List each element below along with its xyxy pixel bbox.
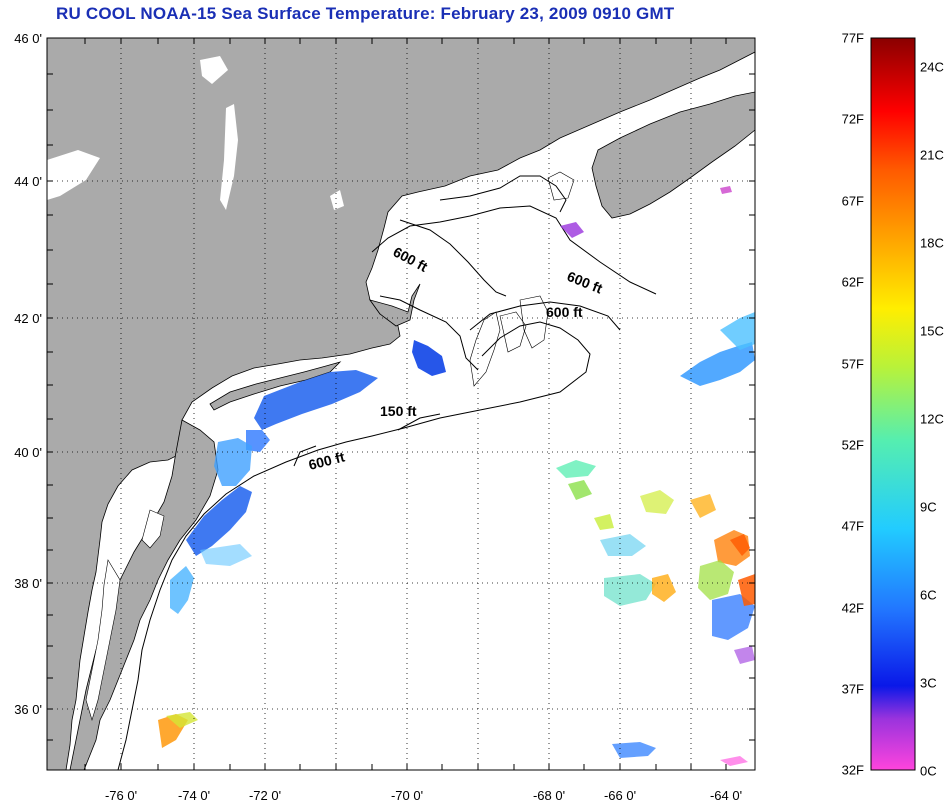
colorbar-fahrenheit-label: 37F <box>841 681 864 697</box>
lake-ontario <box>47 150 100 200</box>
colorbar-fahrenheit-label: 42F <box>841 600 864 616</box>
longitude-label: -64 0' <box>709 788 743 803</box>
chesapeake-bay <box>85 559 121 722</box>
colorbar-celsius-label: 15C <box>920 323 944 339</box>
colorbar-celsius-label: 0C <box>920 763 937 779</box>
lake-champlain <box>220 104 238 210</box>
contour-label: 600 ft <box>546 304 583 320</box>
colorbar-celsius-label: 18C <box>920 235 944 251</box>
map-frame <box>46 37 756 771</box>
colorbar-celsius-label: 12C <box>920 411 944 427</box>
nj-coast <box>69 419 219 770</box>
colorbar-celsius-label: 3C <box>920 675 937 691</box>
longitude-label: -66 0' <box>603 788 637 803</box>
colorbar-fahrenheit-label: 62F <box>841 274 864 290</box>
colorbar-fahrenheit-label: 32F <box>841 762 864 778</box>
graticule <box>47 38 755 770</box>
latitude-label: 40 0' <box>14 445 42 460</box>
colorbar <box>870 37 916 771</box>
us-landmass <box>47 38 755 770</box>
colorbar-fahrenheit-label: 57F <box>841 356 864 372</box>
longitude-label: -72 0' <box>248 788 282 803</box>
georges-bank-contours <box>469 171 575 387</box>
delaware-bay <box>141 509 165 549</box>
longitude-label: -76 0' <box>104 788 138 803</box>
sst-data-patches <box>158 186 755 766</box>
latitude-label: 44 0' <box>14 174 42 189</box>
contour-label: 150 ft <box>380 403 417 419</box>
colorbar-fahrenheit-label: 52F <box>841 437 864 453</box>
colorbar-celsius-label: 24C <box>920 59 944 75</box>
colorbar-fahrenheit-label: 77F <box>841 30 864 46</box>
colorbar-celsius-label: 21C <box>920 147 944 163</box>
colorbar-fahrenheit-label: 72F <box>841 111 864 127</box>
longitude-label: -68 0' <box>532 788 566 803</box>
colorbar-celsius-label: 9C <box>920 499 937 515</box>
longitude-label: -74 0' <box>177 788 211 803</box>
colorbar-fahrenheit-label: 67F <box>841 193 864 209</box>
latitude-label: 46 0' <box>14 31 42 46</box>
cape-cod <box>369 283 421 327</box>
latitude-label: 38 0' <box>14 576 42 591</box>
map-title: RU COOL NOAA-15 Sea Surface Temperature:… <box>56 4 675 23</box>
bathymetry-contours <box>117 175 657 770</box>
axis-ticks <box>47 37 755 770</box>
long-island <box>209 361 342 411</box>
latitude-label: 36 0' <box>14 702 42 717</box>
colorbar-celsius-label: 6C <box>920 587 937 603</box>
interior-lake <box>330 190 344 210</box>
interior-lake <box>200 56 228 84</box>
latitude-label: 42 0' <box>14 311 42 326</box>
nova-scotia <box>591 91 755 219</box>
colorbar-fahrenheit-label: 47F <box>841 518 864 534</box>
longitude-label: -70 0' <box>390 788 424 803</box>
